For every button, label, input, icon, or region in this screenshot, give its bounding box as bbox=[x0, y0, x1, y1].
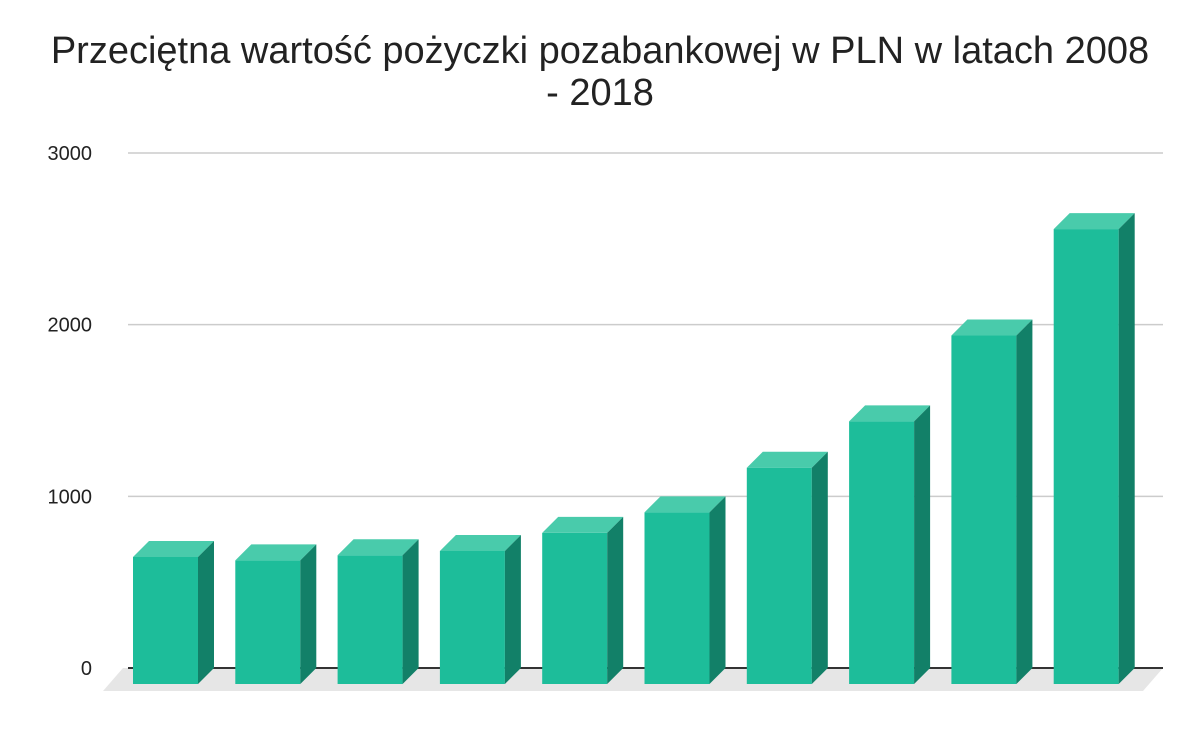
bar bbox=[133, 540, 214, 684]
bar-top bbox=[1053, 213, 1135, 230]
y-tick-label: 3000 bbox=[48, 143, 93, 165]
bar-top bbox=[235, 544, 317, 561]
bar-front bbox=[133, 556, 198, 684]
bar-side bbox=[811, 451, 828, 684]
bar-side bbox=[607, 516, 624, 684]
bar-front bbox=[746, 467, 812, 684]
bar-top bbox=[337, 539, 419, 556]
bar bbox=[849, 405, 931, 684]
bar-side bbox=[1118, 213, 1135, 685]
y-tick-label: 0 bbox=[81, 658, 92, 680]
bar-top bbox=[542, 516, 624, 533]
bar-top bbox=[849, 405, 931, 422]
bar-side bbox=[1016, 319, 1033, 684]
bar-top bbox=[746, 451, 828, 468]
bar-front bbox=[644, 512, 710, 684]
bar-front bbox=[439, 550, 505, 684]
bar-front bbox=[951, 335, 1017, 684]
bar bbox=[542, 516, 624, 684]
bar-top bbox=[439, 534, 521, 551]
bar-top bbox=[951, 319, 1033, 336]
y-axis-ticks: 0 1000 2000 3000 bbox=[48, 143, 93, 680]
chart-title: Przeciętna wartość pożyczki pozabankowej… bbox=[50, 30, 1150, 114]
bars bbox=[133, 213, 1135, 685]
y-tick-label: 1000 bbox=[48, 486, 93, 508]
bar-front bbox=[337, 555, 403, 684]
bar-front bbox=[1053, 229, 1119, 685]
bar-front bbox=[542, 532, 608, 684]
bar-side bbox=[504, 534, 521, 684]
y-tick-label: 2000 bbox=[48, 315, 93, 337]
bar-side bbox=[198, 540, 214, 684]
bar bbox=[439, 534, 521, 684]
bar-top bbox=[644, 496, 726, 513]
bar-side bbox=[402, 539, 419, 684]
bar bbox=[951, 319, 1033, 684]
bar-front bbox=[235, 560, 301, 684]
bar bbox=[1053, 213, 1135, 685]
bar bbox=[235, 544, 317, 684]
bar bbox=[337, 539, 419, 684]
bar-side bbox=[709, 496, 726, 684]
bar-side bbox=[300, 544, 317, 684]
bar-top bbox=[133, 540, 214, 557]
bar-front bbox=[849, 421, 915, 684]
bar-side bbox=[914, 405, 931, 684]
bar bbox=[746, 451, 828, 684]
bar bbox=[644, 496, 726, 684]
